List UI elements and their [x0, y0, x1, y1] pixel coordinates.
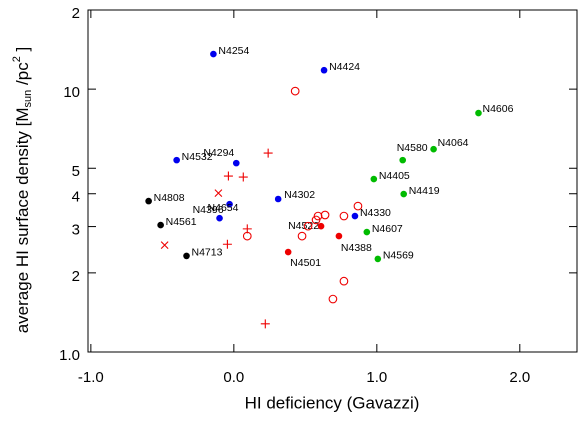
point-open: [303, 221, 313, 231]
point: [145, 197, 152, 205]
point-open: [242, 231, 252, 241]
point-cross: [214, 189, 223, 198]
point-plus: [242, 224, 252, 234]
point: [335, 232, 343, 240]
y-label-mid: /pc: [13, 62, 32, 90]
point-open: [297, 231, 307, 241]
point-label: N4561: [166, 216, 197, 228]
point: [400, 190, 408, 198]
point: [370, 175, 378, 183]
point: [274, 195, 282, 203]
y-label-text: average HI surface density [M: [13, 107, 32, 333]
point-open: [328, 294, 338, 304]
y-label-sup: 2: [11, 56, 23, 62]
point-label: N4569: [383, 250, 414, 262]
point: [157, 221, 164, 229]
point-label: N4501: [290, 257, 321, 269]
point-cross: [160, 241, 169, 250]
point: [363, 228, 371, 236]
y-tick-label: 2: [72, 268, 80, 285]
point: [430, 145, 437, 153]
point-open: [339, 211, 349, 221]
point: [226, 200, 233, 208]
point: [183, 252, 190, 260]
plot-frame: [87, 9, 578, 353]
point: [351, 212, 359, 220]
x-axis-label: HI deficiency (Gavazzi): [245, 393, 420, 412]
point: [317, 222, 325, 230]
point-plus: [260, 319, 270, 329]
point-label: N4064: [438, 137, 469, 149]
point-open: [311, 215, 321, 225]
point-label: N4302: [284, 189, 315, 201]
point-label: N4294: [203, 147, 234, 159]
point-label: N4419: [409, 185, 440, 197]
point-open: [320, 210, 330, 220]
point-label: N4396: [193, 204, 224, 216]
point: [475, 109, 482, 117]
y-tick-label: 3: [72, 222, 80, 239]
x-tick-label: 1.0: [366, 369, 387, 386]
point-open: [290, 86, 300, 96]
point-open: [353, 201, 363, 211]
point: [374, 255, 382, 263]
x-tick-label: -1.0: [78, 369, 104, 386]
y-label-end: ]: [13, 47, 32, 56]
point-label: N4808: [154, 192, 185, 204]
point-label: N4580: [397, 142, 428, 154]
point: [320, 66, 328, 74]
point-plus: [238, 172, 248, 182]
point: [399, 156, 407, 164]
point: [210, 50, 217, 58]
point-label: N4424: [329, 61, 360, 73]
point-plus: [223, 171, 233, 181]
point: [216, 214, 223, 222]
point: [232, 159, 240, 167]
point-plus: [263, 148, 273, 158]
point: [284, 248, 292, 256]
point-label: N4606: [482, 103, 513, 115]
point-label: N4254: [218, 45, 249, 57]
point-open: [339, 276, 349, 286]
point: [173, 156, 180, 164]
point-label: N4532: [182, 151, 213, 163]
y-tick-label: 2: [72, 5, 80, 22]
point-label: N4522: [288, 220, 319, 232]
point-label: N4713: [192, 247, 223, 259]
point-label: N4388: [341, 242, 372, 254]
y-tick-label: 4: [72, 189, 80, 206]
y-label-sub: sun: [22, 90, 34, 108]
y-tick-label: 1.0: [59, 347, 80, 364]
point-label: N4330: [360, 207, 391, 219]
point-plus: [222, 239, 232, 249]
y-axis-label: average HI surface density [Msun /pc2 ]: [11, 47, 34, 334]
point-label: N4607: [372, 223, 403, 235]
x-tick-label: 2.0: [509, 369, 530, 386]
y-tick-label: 10: [63, 84, 80, 101]
x-tick-label: 0.0: [223, 369, 244, 386]
point-label: N4405: [379, 170, 410, 182]
point-label: N4654: [208, 202, 239, 214]
y-tick-label: 5: [72, 163, 80, 180]
